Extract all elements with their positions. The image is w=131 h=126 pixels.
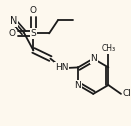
Text: CH₃: CH₃ — [101, 44, 115, 53]
Text: N: N — [91, 54, 97, 63]
Text: N: N — [74, 81, 81, 90]
Text: Cl: Cl — [123, 89, 131, 98]
Text: N: N — [10, 16, 18, 26]
Text: HN: HN — [55, 63, 69, 72]
Text: O: O — [30, 6, 37, 15]
Text: O: O — [9, 29, 16, 38]
Text: S: S — [31, 29, 36, 38]
